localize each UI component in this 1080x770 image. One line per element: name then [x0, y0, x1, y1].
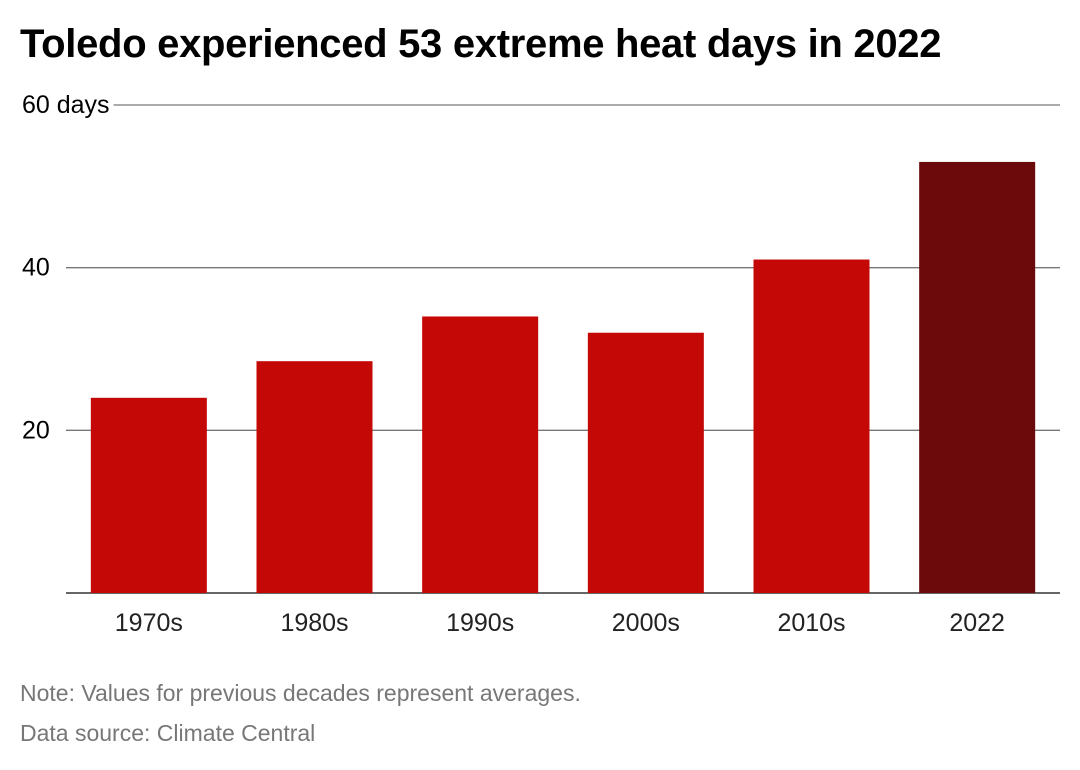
x-tick-label: 1990s	[446, 609, 514, 637]
x-tick-label: 1970s	[115, 609, 183, 637]
bars	[90, 161, 1036, 593]
chart-title: Toledo experienced 53 extreme heat days …	[20, 22, 942, 66]
bar-1980s	[256, 361, 373, 593]
bar-1970s	[90, 397, 207, 593]
x-tick-label: 2010s	[777, 609, 845, 637]
axis-labels: 20 40 60 days 1970s 1980s 1990s 2000s 2010s 2022	[22, 91, 1005, 637]
x-tick-label: 1980s	[280, 609, 348, 637]
gridlines	[66, 104, 1060, 594]
y-tick-label: 20	[22, 416, 50, 444]
x-tick-label: 2000s	[612, 609, 680, 637]
chart-note: Note: Values for previous decades repres…	[20, 680, 581, 706]
x-tick-label: 2022	[949, 609, 1005, 637]
bar-2010s	[753, 259, 870, 593]
bar-1990s	[422, 316, 539, 593]
y-tick-label: 60 days	[22, 91, 110, 119]
data-source: Data source: Climate Central	[20, 720, 316, 746]
bar-chart: 20 40 60 days 1970s 1980s 1990s 2000s 2010s 2022	[22, 91, 1060, 637]
bar-2000s	[587, 332, 704, 593]
y-tick-label: 40	[22, 254, 50, 282]
bar-2022	[919, 161, 1036, 593]
